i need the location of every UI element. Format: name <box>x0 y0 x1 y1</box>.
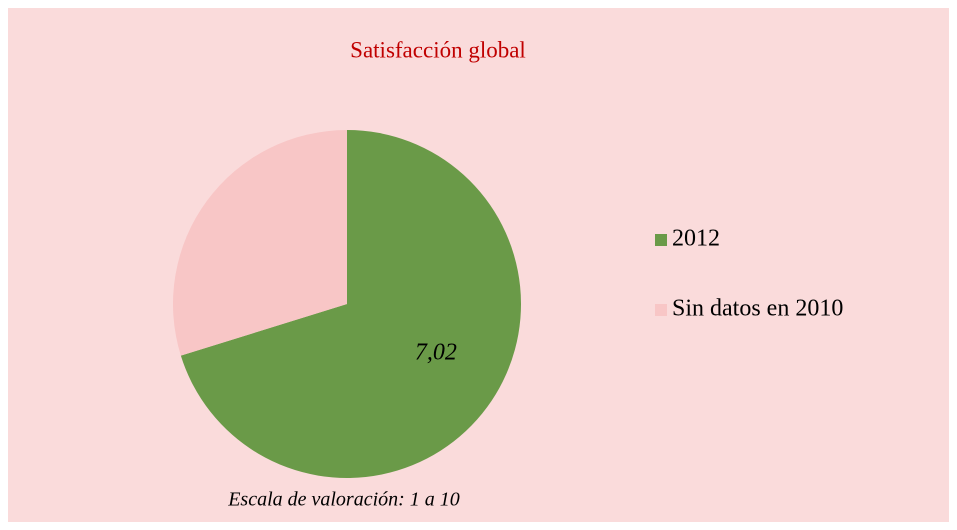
legend-label: 2012 <box>672 226 720 252</box>
chart-title: Satisfacción global <box>350 37 526 62</box>
data-label: 7,02 <box>415 339 457 365</box>
legend-swatch <box>655 304 667 316</box>
legend-swatch <box>655 234 667 246</box>
pie-slice <box>173 130 347 356</box>
pie-slice <box>180 130 521 479</box>
annotation: Escala de valoración: 1 a 10 <box>227 489 460 511</box>
legend-label: Sin datos en 2010 <box>672 296 843 322</box>
